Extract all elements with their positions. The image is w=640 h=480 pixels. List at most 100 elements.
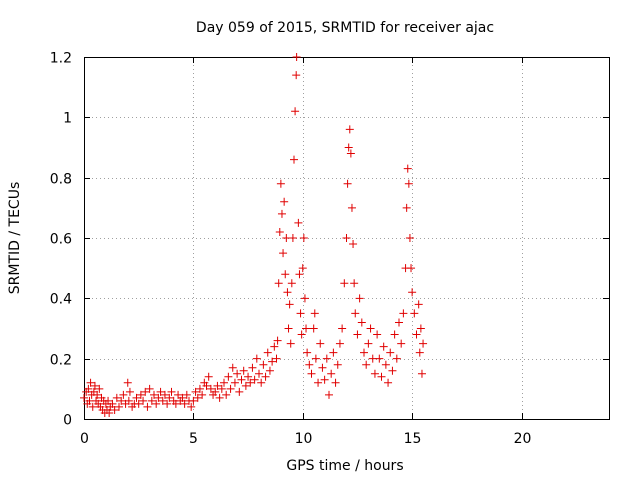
y-tick-label: 1 [63,111,72,127]
data-point [353,330,362,339]
data-point [84,384,93,393]
data-point [147,396,156,405]
data-point [340,279,349,288]
y-tick-label: 1.2 [50,51,72,67]
x-tick-label: 20 [514,431,532,447]
data-point [333,360,342,369]
data-point [265,366,274,375]
data-point [152,399,161,408]
data-point [390,330,399,339]
data-point [327,369,336,378]
data-point [274,279,283,288]
data-point [404,179,413,188]
data-point [123,378,132,387]
x-tick-label: 10 [295,431,313,447]
x-tick-label: 0 [80,431,89,447]
data-point [373,330,382,339]
data-point [88,402,97,411]
data-point [402,203,411,212]
data-point [284,324,293,333]
tick-labels: 0 5 10 15 20 0 0.2 0.4 0.6 0.8 1 1.2 [50,51,532,448]
data-point [143,402,152,411]
data-point [277,209,286,218]
data-point [270,342,279,351]
data-point [226,384,235,393]
data-point [182,390,191,399]
data-point [276,179,285,188]
data-point [86,378,95,387]
data-point [160,390,169,399]
data-point [388,366,397,375]
data-point [375,354,384,363]
data-point [325,390,333,399]
data-point [344,143,353,152]
data-point [202,381,211,390]
data-point [320,375,329,384]
data-point [285,300,294,309]
data-point [224,372,233,381]
x-axis-label: GPS time / hours [286,458,403,474]
data-point [145,384,154,393]
data-point [288,234,297,242]
y-tick-label: 0.8 [50,172,72,188]
data-point [291,107,300,116]
data-point [104,396,113,405]
data-point [180,399,189,408]
data-point [300,294,309,303]
data-point [255,369,263,378]
data-point [241,381,250,390]
ticks [84,57,609,420]
data-point [230,378,239,387]
data-point [296,309,305,318]
data-point [246,378,255,387]
data-point [407,264,416,273]
data-point [345,125,354,134]
data-point [416,324,425,333]
data-point [351,309,360,318]
y-tick-label: 0.6 [50,232,72,248]
data-point [379,342,388,351]
data-point [395,318,403,327]
data-point [248,363,257,372]
data-point [290,155,298,164]
data-point [314,378,323,387]
data-point [309,324,318,333]
data-point [370,369,379,378]
data-point [233,369,242,378]
data-point [322,354,331,363]
data-point [294,218,303,227]
data-point [204,372,213,381]
data-point [171,399,180,408]
data-point [417,369,426,378]
data-point [252,354,261,363]
data-point [362,360,371,369]
data-point [410,309,419,318]
data-point [295,270,304,279]
data-point [195,384,204,393]
data-point [343,179,352,188]
data-point [298,264,307,273]
data-point [273,336,282,345]
data-point [279,249,288,258]
data-point [329,348,338,357]
data-point [174,390,183,399]
data-point [272,354,281,363]
data-point [405,234,414,242]
y-tick-label: 0.2 [50,353,72,369]
data-point [338,324,347,333]
chart-title: Day 059 of 2015, SRMTID for receiver aja… [196,20,494,36]
data-point [141,387,150,396]
y-tick-label: 0.4 [50,292,72,308]
data-point [392,354,401,363]
data-point [366,324,375,333]
data-point [310,309,319,318]
data-point [105,408,114,417]
data-point [167,387,176,396]
data-point [163,399,172,408]
data-point [292,53,301,61]
data-point [412,330,421,339]
data-point [189,396,198,405]
data-point [222,390,231,399]
data-point [112,393,121,402]
